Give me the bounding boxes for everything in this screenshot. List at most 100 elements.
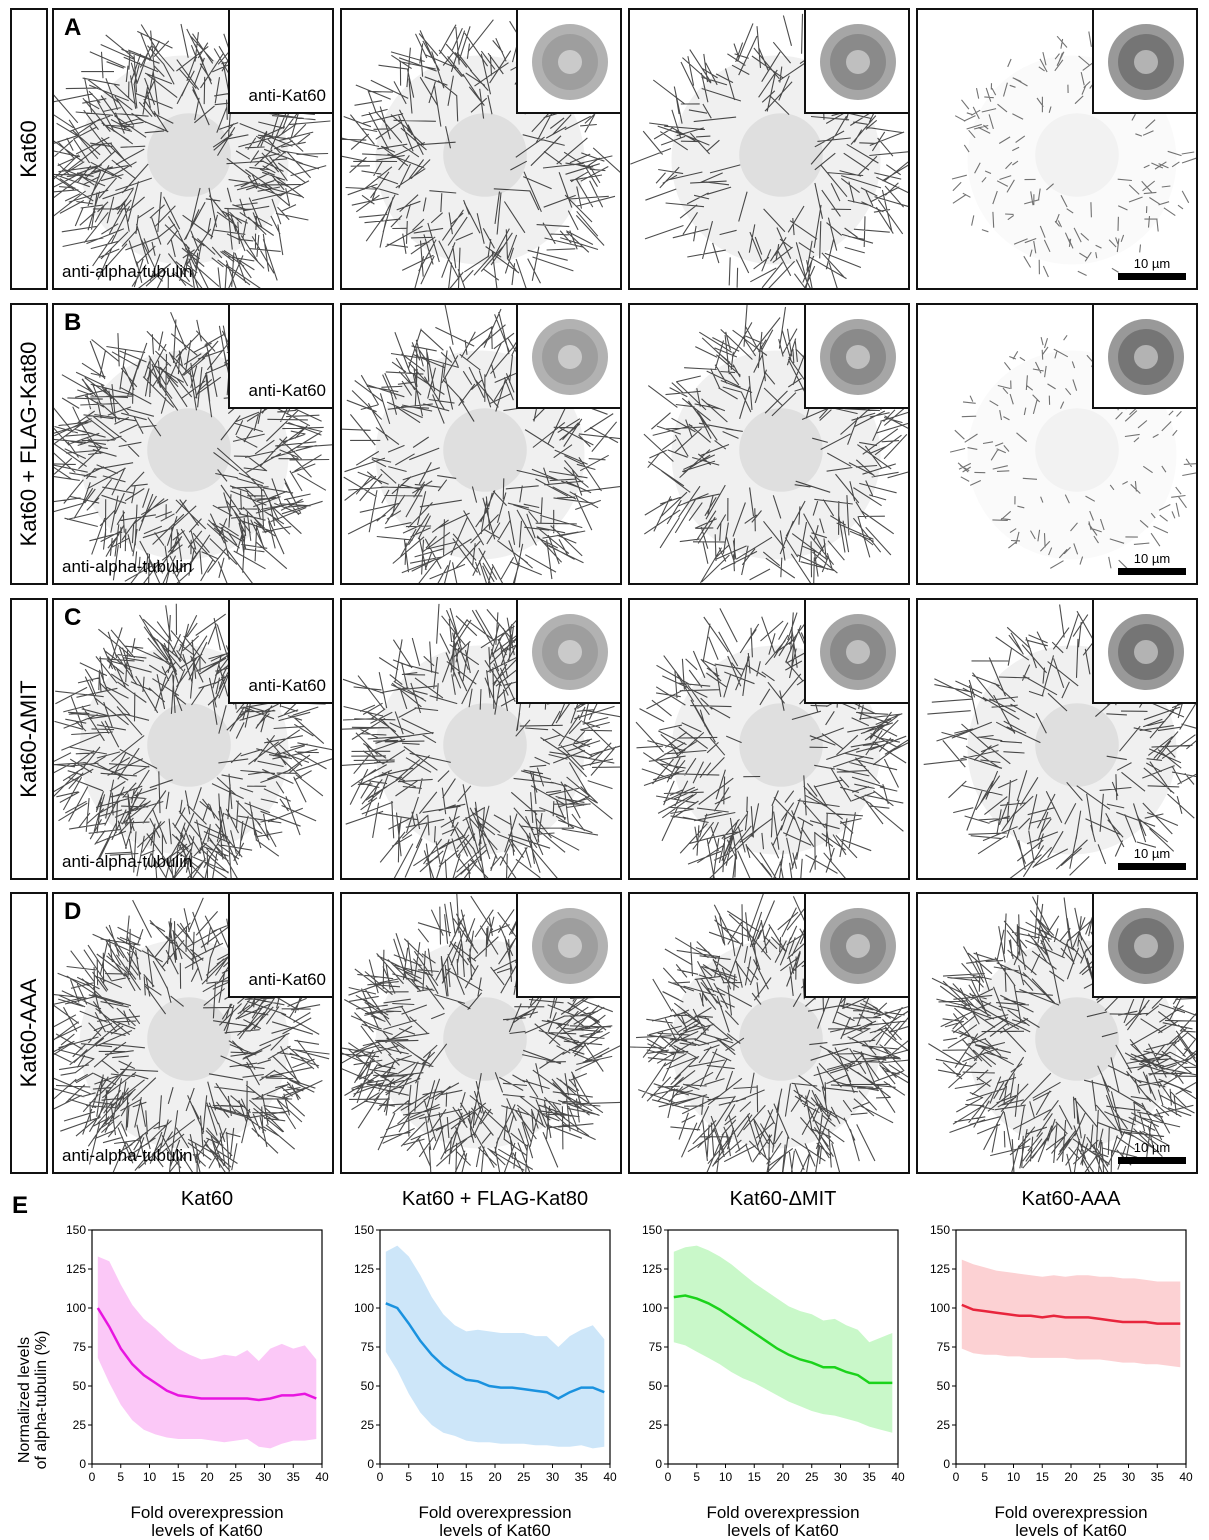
x-tick-label: 10 [143,1470,157,1484]
y-tick-label: 75 [649,1340,663,1354]
x-tick-label: 10 [719,1470,733,1484]
chart-plot: 0 25 50 75 100 125 150 0 5 10 15 20 25 30 35 40 [66,1223,329,1484]
y-tick-label: 50 [649,1379,663,1393]
x-tick-label: 25 [1093,1470,1107,1484]
x-tick-label: 0 [89,1470,96,1484]
kat60-inset [804,600,908,704]
cell-nucleus [1035,703,1119,787]
mean-line [961,1303,1181,1325]
row-label-b: Kat60 + FLAG-Kat80 [10,303,48,585]
panel-letter: B [64,309,82,336]
y-tick-label: 50 [73,1379,87,1393]
x-tick-label: 35 [575,1470,589,1484]
y-tick-label: 0 [367,1457,374,1471]
kat60-inset [516,10,620,114]
inset-cell-image [1108,614,1184,690]
tubulin-label: anti-alpha-tubulin [62,1146,193,1165]
x-axis-label-line1: Fold overexpression [706,1503,860,1522]
cell-nucleus [147,997,231,1081]
x-tick-label: 20 [1064,1470,1078,1484]
x-tick-label: 15 [172,1470,186,1484]
tubulin-label: anti-alpha-tubulin [62,262,193,281]
scale-bar [1118,1157,1186,1164]
y-tick-label: 75 [73,1340,87,1354]
cell-nucleus [1035,997,1119,1081]
kat60-inset [516,600,620,704]
microtubule-network [643,305,908,583]
kat60-inset [1092,894,1196,998]
y-tick-label: 125 [642,1262,662,1276]
x-tick-label: 30 [546,1470,560,1484]
x-tick-label: 0 [953,1470,960,1484]
kat60-inset: anti-Kat60 [228,305,332,409]
mean-line [385,1302,605,1400]
x-tick-label: 40 [315,1470,329,1484]
kat60-inset: anti-Kat60 [228,10,332,114]
error-band [97,1256,317,1449]
kat60-inset [516,894,620,998]
x-tick-label: 10 [431,1470,445,1484]
inset-label: anti-Kat60 [248,676,327,695]
x-tick-label: 5 [405,1470,412,1484]
x-tick-label: 15 [748,1470,762,1484]
scale-bar [1118,568,1186,575]
inset-cell-image [532,614,608,690]
chart-plot: 0 25 50 75 100 125 150 0 5 10 15 20 25 30 35 40 [930,1223,1193,1484]
y-tick-label: 25 [649,1418,663,1432]
inset-cell-image [820,319,896,395]
inset-label: anti-Kat60 [248,86,327,105]
line-chart: Kat60 0 25 50 75 100 125 150 0 5 10 15 20 25 30 35 40 Fol… [42,1188,332,1540]
x-tick-label: 40 [603,1470,617,1484]
kat60-inset: anti-Kat60 [228,894,332,998]
scale-bar-label: 10 µm [1133,256,1171,271]
cell-nucleus [739,703,823,787]
micrograph-b2 [340,303,622,585]
x-tick-label: 10 [1007,1470,1021,1484]
panel-letter: D [64,898,82,925]
x-tick-label: 35 [1151,1470,1165,1484]
y-tick-label: 100 [642,1301,662,1315]
y-tick-label: 50 [937,1379,951,1393]
y-tick-label: 125 [66,1262,86,1276]
cell-nucleus [443,408,527,492]
inset-cell-image [532,908,608,984]
scale-bar [1118,273,1186,280]
cell-nucleus [147,408,231,492]
y-tick-label: 75 [361,1340,375,1354]
inset-cell-image [1108,908,1184,984]
kat60-inset [1092,10,1196,114]
x-tick-label: 5 [693,1470,700,1484]
cell-nucleus [739,408,823,492]
chart-plot: 0 25 50 75 100 125 150 0 5 10 15 20 25 30 35 40 [642,1223,905,1484]
mean-line [673,1294,893,1385]
x-tick-label: 35 [863,1470,877,1484]
row-label-d: Kat60-AAA [10,892,48,1174]
x-tick-label: 25 [229,1470,243,1484]
x-axis-label-line2: levels of Kat60 [1015,1521,1127,1540]
scale-bar-label: 10 µm [1133,1140,1171,1155]
y-tick-label: 25 [361,1418,375,1432]
x-axis-label-line2: levels of Kat60 [151,1521,263,1540]
x-tick-label: 30 [1122,1470,1136,1484]
error-band [673,1245,893,1433]
inset-cell-image [532,24,608,100]
cell-nucleus [1035,408,1119,492]
y-tick-label: 125 [354,1262,374,1276]
x-axis-label: Fold overexpression levels of Kat60 [72,1504,342,1540]
y-tick-label: 50 [361,1379,375,1393]
micrograph-c2 [340,598,622,880]
x-tick-label: 0 [377,1470,384,1484]
micrograph-d4: 10 µm [916,892,1198,1174]
cell-nucleus [147,113,231,197]
y-tick-label: 0 [79,1457,86,1471]
inset-label: anti-Kat60 [248,381,327,400]
micrograph-c3 [628,598,910,880]
kat60-inset [1092,600,1196,704]
inset-cell-image [1108,24,1184,100]
x-axis-label: Fold overexpression levels of Kat60 [360,1504,630,1540]
kat60-inset: anti-Kat60 [228,600,332,704]
inset-cell-image [532,319,608,395]
x-tick-label: 20 [776,1470,790,1484]
y-tick-label: 125 [930,1262,950,1276]
